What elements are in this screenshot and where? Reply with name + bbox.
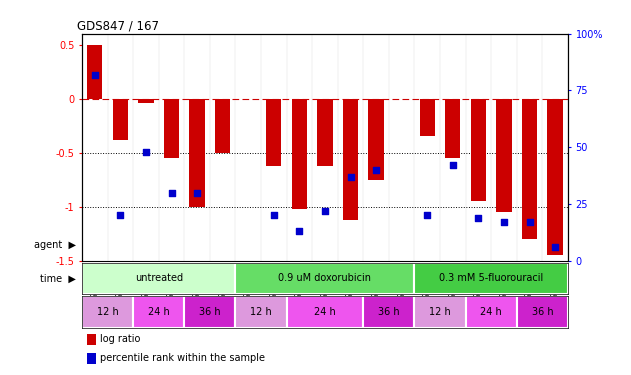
Text: untreated: untreated [134,273,183,284]
Point [422,212,432,218]
Bar [113,99,128,140]
Bar [87,45,102,99]
Bar [466,296,517,328]
Bar [87,334,96,345]
Text: GDS847 / 167: GDS847 / 167 [77,20,159,33]
Bar [87,352,96,364]
Bar [286,296,363,328]
Point [320,208,330,214]
Bar [522,99,537,239]
Bar [415,296,466,328]
Bar [215,99,230,153]
Point [269,212,279,218]
Point [448,162,458,168]
Point [294,228,304,234]
Text: 12 h: 12 h [97,307,119,317]
Point [115,212,126,218]
Bar [82,296,133,328]
Text: 36 h: 36 h [199,307,221,317]
Bar [235,262,415,294]
Bar [369,99,384,180]
Text: 0.9 uM doxorubicin: 0.9 uM doxorubicin [278,273,372,284]
Bar [82,262,235,294]
Point [473,214,483,220]
Text: 12 h: 12 h [250,307,272,317]
Bar [343,99,358,220]
Text: agent  ▶: agent ▶ [33,240,76,250]
Bar [138,99,153,103]
Text: 12 h: 12 h [429,307,451,317]
Text: percentile rank within the sample: percentile rank within the sample [100,353,266,363]
Bar [292,99,307,209]
Bar [517,296,568,328]
Text: time  ▶: time ▶ [40,273,76,284]
Point [524,219,534,225]
Bar [548,99,563,255]
Point [167,189,177,196]
Point [346,174,356,180]
Bar [420,99,435,136]
Text: 0.3 mM 5-fluorouracil: 0.3 mM 5-fluorouracil [439,273,543,284]
Bar [445,99,461,158]
Text: 36 h: 36 h [378,307,399,317]
Text: 24 h: 24 h [148,307,170,317]
Bar [235,296,286,328]
Point [499,219,509,225]
Bar [415,262,568,294]
Point [141,149,151,155]
Bar [497,99,512,212]
Text: 24 h: 24 h [314,307,336,317]
Bar [266,99,281,165]
Bar [133,296,184,328]
Bar [184,296,235,328]
Text: 36 h: 36 h [531,307,553,317]
Point [90,72,100,78]
Bar [189,99,205,207]
Bar [317,99,333,165]
Text: log ratio: log ratio [100,334,141,344]
Bar [471,99,486,201]
Point [550,244,560,250]
Bar [363,296,415,328]
Text: 24 h: 24 h [480,307,502,317]
Point [371,167,381,173]
Bar [164,99,179,158]
Point [192,189,202,196]
